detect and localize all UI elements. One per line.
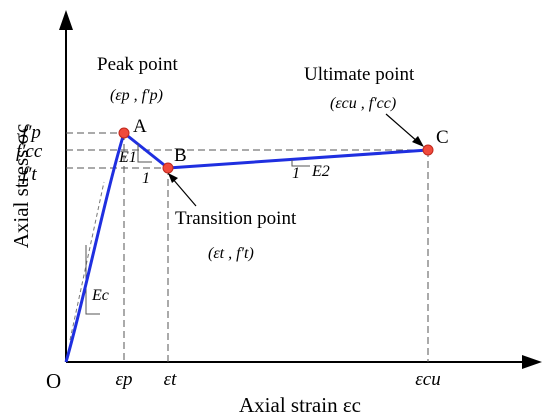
point-c-label: C: [436, 127, 449, 148]
ultimate-point-title: Ultimate point: [304, 64, 415, 85]
x-tick-ep: εp: [116, 369, 133, 390]
peak-point-title: Peak point: [97, 54, 178, 75]
slope-label-e2-run: 1: [292, 165, 300, 182]
point-b-label: B: [174, 145, 187, 166]
reference-lines: [66, 132, 429, 362]
x-tick-et: εt: [164, 369, 177, 390]
x-axis-arrowhead: [522, 355, 542, 369]
slope-label-e2: E2: [311, 163, 330, 180]
y-tick-fp: f′p: [22, 122, 41, 143]
peak-point-coords: (εp , f′p): [110, 87, 163, 104]
transition-pointer-arrowhead: [168, 173, 178, 183]
slope-label-e1-run: 1: [142, 170, 150, 187]
y-axis-arrowhead: [59, 10, 73, 30]
slope-label-e1: E1: [118, 149, 137, 166]
descending-slope-triangle: [137, 144, 152, 163]
transition-point-pointer: [171, 177, 197, 207]
transition-point-title: Transition point: [175, 208, 297, 229]
ultimate-pointer-arrowhead: [412, 136, 424, 147]
peak-point-marker: [118, 127, 130, 139]
ultimate-point-pointer: [385, 113, 419, 143]
y-tick-fcc: f′cc: [16, 141, 43, 162]
initial-slope-guide: [69, 181, 105, 341]
y-axis-title: Axial stress σc: [9, 124, 33, 248]
point-a-label: A: [133, 116, 147, 137]
x-axis-title: Axial strain εc: [239, 393, 361, 417]
ultimate-point-coords: (εcu , f′cc): [330, 95, 396, 112]
transition-point-marker: [162, 162, 174, 174]
transition-point-coords: (εt , f′t): [208, 245, 254, 262]
slope-label-ec: Ec: [91, 287, 109, 304]
x-tick-ecu: εcu: [415, 369, 440, 390]
origin-label: O: [46, 369, 61, 393]
hardening-slope-triangle: [291, 160, 310, 167]
y-tick-ft: f′t: [22, 164, 37, 185]
ultimate-point-marker: [422, 144, 434, 156]
